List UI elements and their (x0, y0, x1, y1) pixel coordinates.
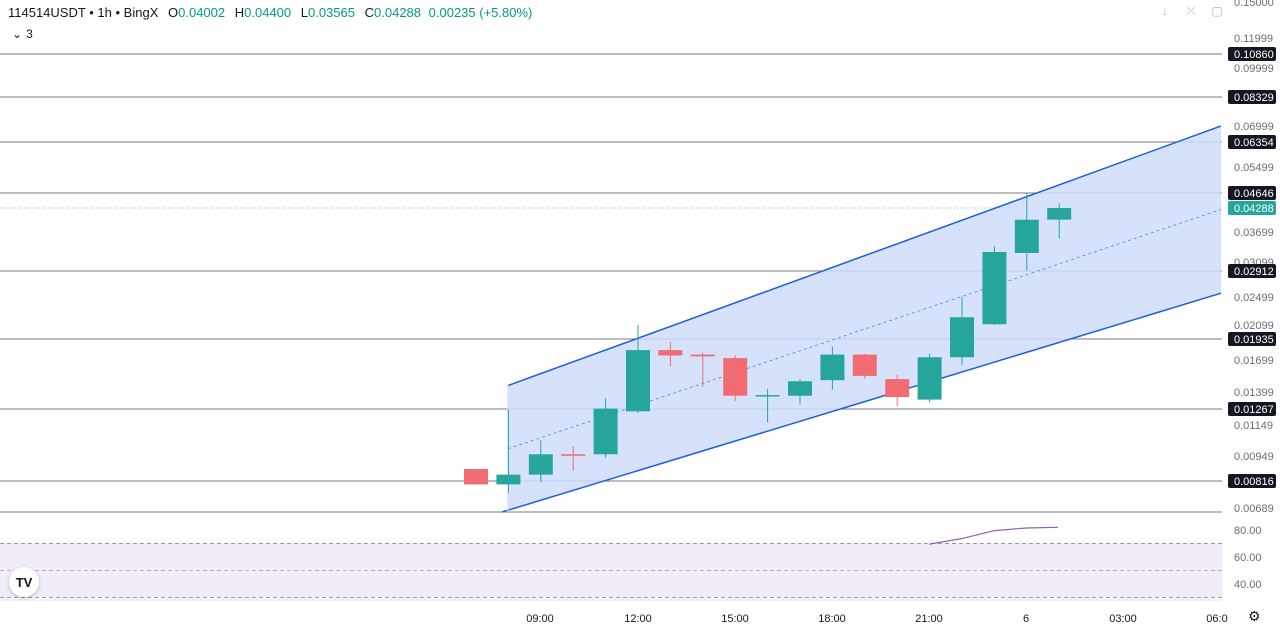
pane-controls: ↓ ⤫ ▢ (1158, 4, 1224, 18)
price-tick-1: 0.11999 (1234, 33, 1273, 45)
price-tick-3: 0.06999 (1234, 121, 1274, 133)
level-label-bg-4 (1228, 264, 1276, 278)
candle-body-7 (690, 354, 715, 357)
close-value: 0.04288 (374, 5, 422, 20)
candle-body-15 (950, 317, 974, 358)
candle-body-0 (464, 468, 488, 485)
candles (464, 192, 1072, 493)
rsi-tick-0: 80.00 (1234, 525, 1262, 537)
time-tick-4: 21:00 (915, 613, 943, 625)
change-value: 0.00235 (428, 5, 476, 20)
candle-body-17 (1014, 219, 1039, 253)
gear-icon[interactable]: ⚙ (1248, 608, 1261, 624)
channel-fill (502, 125, 1221, 512)
exchange: BingX (123, 5, 159, 20)
candle-body-13 (885, 379, 910, 398)
level-label-7: 0.00816 (1234, 476, 1274, 488)
price-tick-5: 0.03699 (1234, 227, 1274, 239)
high-value: 0.04400 (244, 5, 292, 20)
candle-body-10 (788, 381, 812, 396)
collapse-icon[interactable]: ⤫ (1186, 4, 1196, 18)
price-tick-0: 0.15000 (1234, 0, 1274, 9)
candle-body-12 (852, 354, 877, 376)
channel-lower-line (501, 292, 1222, 513)
candle-body-14 (917, 357, 942, 400)
level-label-4: 0.02912 (1234, 266, 1274, 278)
level-label-2: 0.06354 (1234, 137, 1274, 149)
indicator-count: 3 (26, 27, 33, 41)
parallel-channel[interactable] (501, 125, 1222, 513)
level-label-bg-7 (1228, 474, 1276, 488)
last-price-label-bg (1228, 201, 1276, 215)
price-tick-8: 0.02099 (1234, 320, 1274, 332)
candle-body-5 (626, 350, 650, 412)
level-label-6: 0.01267 (1234, 404, 1274, 416)
chevron-down-icon: ⌄ (12, 27, 23, 41)
price-tick-9: 0.01699 (1234, 355, 1274, 367)
level-label-5: 0.01935 (1234, 334, 1274, 346)
candle-body-11 (820, 354, 845, 381)
rsi-tick-1: 60.00 (1234, 552, 1262, 564)
change-percent: (+5.80%) (479, 5, 533, 20)
level-label-1: 0.08329 (1234, 92, 1274, 104)
time-tick-5: 6 (1023, 613, 1029, 625)
level-label-bg-2 (1228, 135, 1276, 149)
candle-body-9 (755, 395, 780, 397)
open-value: 0.04002 (178, 5, 226, 20)
interval[interactable]: 1h (97, 5, 112, 20)
indicator-collapse-button[interactable]: ⌄ 3 (8, 25, 37, 43)
level-label-bg-3 (1228, 186, 1276, 200)
price-levels (0, 53, 1222, 513)
low-value: 0.03565 (308, 5, 355, 20)
price-tick-11: 0.01149 (1234, 420, 1273, 432)
time-tick-2: 15:00 (721, 613, 749, 625)
level-label-0: 0.10860 (1234, 49, 1274, 61)
candle-body-1 (496, 474, 521, 485)
symbol-legend: 114514USDT • 1h • BingX O0.04002 H0.0440… (8, 5, 533, 20)
level-label-bg-1 (1228, 90, 1276, 104)
price-tick-13: 0.00689 (1234, 503, 1274, 515)
candle-body-16 (982, 251, 1007, 325)
time-tick-6: 03:00 (1109, 613, 1137, 625)
time-tick-7: 06:0 (1206, 613, 1227, 625)
last-price-label: 0.04288 (1234, 203, 1274, 215)
candle-body-18 (1047, 208, 1072, 220)
time-tick-0: 09:00 (526, 613, 554, 625)
price-tick-4: 0.05499 (1234, 162, 1274, 174)
arrow-down-icon[interactable]: ↓ (1162, 4, 1168, 18)
rsi-line (928, 526, 1059, 545)
price-tick-2: 0.09999 (1234, 63, 1274, 75)
rsi-tick-2: 40.00 (1234, 579, 1262, 591)
price-tick-7: 0.02499 (1234, 292, 1274, 304)
channel-median-line (507, 209, 1222, 450)
time-tick-3: 18:00 (818, 613, 846, 625)
symbol-name[interactable]: 114514USDT (8, 5, 86, 20)
price-tick-12: 0.00949 (1234, 451, 1274, 463)
candle-body-4 (593, 408, 618, 455)
rsi-pane (0, 526, 1222, 598)
level-label-bg-5 (1228, 332, 1276, 346)
level-label-3: 0.04646 (1234, 188, 1274, 200)
maximize-icon[interactable]: ▢ (1211, 4, 1223, 18)
level-label-bg-0 (1228, 47, 1276, 61)
channel-upper-line (507, 125, 1222, 387)
price-tick-10: 0.01399 (1234, 387, 1274, 399)
level-label-bg-6 (1228, 402, 1276, 416)
candle-body-8 (723, 358, 748, 396)
candle-body-3 (561, 454, 586, 456)
tradingview-logo-icon[interactable]: TV (9, 567, 39, 597)
candle-body-2 (528, 454, 553, 475)
candle-body-6 (658, 350, 683, 356)
time-tick-1: 12:00 (624, 613, 652, 625)
